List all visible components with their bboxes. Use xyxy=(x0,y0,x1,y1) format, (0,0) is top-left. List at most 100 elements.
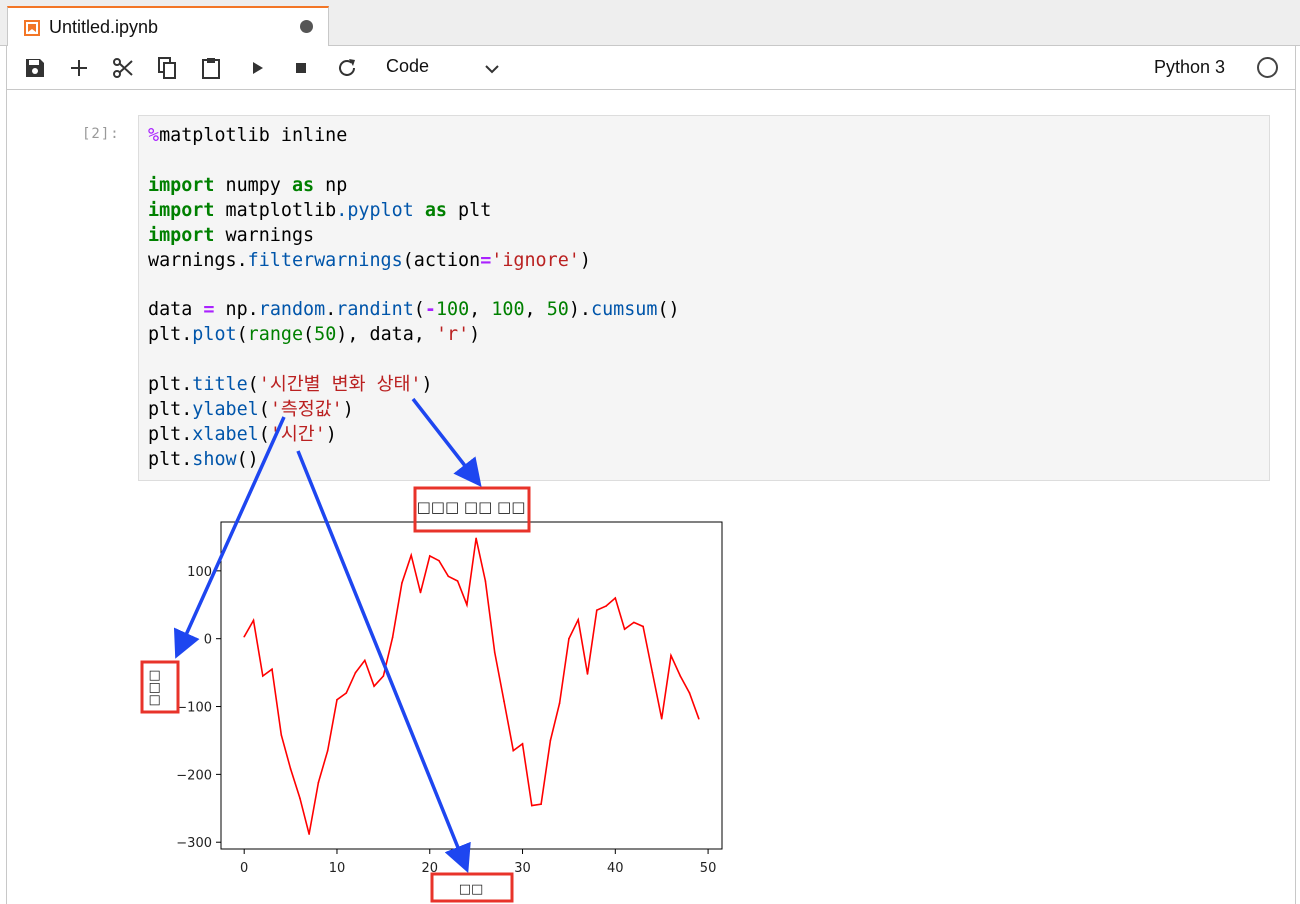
data-point xyxy=(243,635,245,638)
data-point xyxy=(595,609,598,611)
x-tick-label: 20 xyxy=(421,861,438,876)
data-point xyxy=(540,803,542,806)
data-point xyxy=(391,636,394,639)
data-point xyxy=(447,575,450,578)
data-point xyxy=(558,702,561,704)
x-tick-label: 30 xyxy=(514,861,531,876)
data-point xyxy=(568,637,570,640)
kernel-status-icon xyxy=(1257,57,1278,78)
unsaved-indicator-icon[interactable] xyxy=(300,20,313,33)
data-point xyxy=(670,654,672,657)
y-axis-ticks: 100 0 −100 −200 −300 xyxy=(176,565,221,851)
data-point xyxy=(326,749,329,752)
data-point xyxy=(299,797,301,799)
data-point xyxy=(531,804,533,807)
data-point xyxy=(271,668,273,671)
data-point xyxy=(605,605,607,607)
code-line-1: %matplotlib inline xyxy=(148,125,348,146)
x-tick-label: 50 xyxy=(700,861,717,876)
chevron-down-icon[interactable] xyxy=(483,60,501,78)
y-tick-label: −300 xyxy=(176,836,212,851)
save-icon xyxy=(26,59,44,77)
notebook-area xyxy=(6,90,1296,904)
x-tick-label: 40 xyxy=(607,861,624,876)
data-point xyxy=(261,675,264,677)
add-icon xyxy=(71,60,87,76)
y-axis-label: □□□ xyxy=(147,670,162,707)
data-point xyxy=(679,675,682,677)
chart-title: □□□ □□ □□ xyxy=(417,498,526,516)
tab-title: Untitled.ipynb xyxy=(49,17,159,37)
tab-bar: Untitled.ipynb xyxy=(0,0,1300,47)
x-axis-ticks: 0 10 20 30 40 50 xyxy=(240,849,716,876)
code-line-12: plt.ylabel('측정값') xyxy=(148,398,354,420)
data-point xyxy=(345,692,348,694)
data-point xyxy=(521,743,524,745)
y-tick-label: 0 xyxy=(204,633,212,648)
data-point xyxy=(317,781,320,784)
data-point xyxy=(642,625,644,628)
kernel-name[interactable]: Python 3 xyxy=(1154,57,1226,77)
paste-button[interactable] xyxy=(199,56,223,80)
code-line-3: import numpy as np xyxy=(148,174,348,196)
data-point xyxy=(428,555,431,557)
data-point xyxy=(354,671,357,674)
copy-button[interactable] xyxy=(155,56,179,80)
data-point xyxy=(688,692,691,694)
code-line-9: plt.plot(range(50), data, 'r') xyxy=(148,324,481,346)
data-point xyxy=(373,685,375,687)
x-axis-label: □□ xyxy=(459,882,484,897)
x-tick-label: 10 xyxy=(329,861,346,876)
data-point xyxy=(549,739,552,742)
paste-icon xyxy=(202,58,220,79)
copy-icon xyxy=(158,57,176,79)
cut-button[interactable] xyxy=(111,56,135,80)
data-point xyxy=(280,734,283,736)
x-tick-label: 0 xyxy=(240,861,248,876)
cell-type-select[interactable]: Code xyxy=(386,56,430,76)
data-point xyxy=(475,537,477,540)
stop-icon xyxy=(296,63,306,73)
data-point xyxy=(623,628,626,630)
code-line-4: import matplotlib.pyplot as plt xyxy=(148,199,492,221)
y-tick-label: −100 xyxy=(176,701,212,716)
code-line-5: import warnings xyxy=(148,224,315,246)
data-point xyxy=(698,717,700,720)
data-point xyxy=(364,659,366,662)
data-point xyxy=(577,618,579,621)
data-point xyxy=(660,717,663,720)
cut-icon xyxy=(113,58,133,78)
data-point xyxy=(336,698,338,701)
run-button[interactable] xyxy=(245,56,269,80)
data-point xyxy=(382,675,385,677)
data-point xyxy=(651,671,654,674)
data-point xyxy=(401,582,403,584)
data-point xyxy=(410,554,412,557)
notebook-icon xyxy=(24,20,40,36)
execution-count: [2]: xyxy=(82,126,120,142)
y-tick-label: −200 xyxy=(176,768,212,783)
data-point xyxy=(512,749,515,752)
tab-notebook[interactable]: Untitled.ipynb xyxy=(7,6,329,47)
data-point xyxy=(252,619,255,622)
data-point xyxy=(633,621,635,624)
restart-button[interactable] xyxy=(335,56,359,80)
add-cell-button[interactable] xyxy=(67,56,91,80)
code-line-6: warnings.filterwarnings(action='ignore') xyxy=(148,249,591,271)
data-point xyxy=(419,591,422,594)
notebook-toolbar: Code Python 3 xyxy=(6,46,1296,90)
code-line-8: data = np.random.randint(-100, 100, 50).… xyxy=(148,299,680,321)
save-button[interactable] xyxy=(23,56,47,80)
data-point xyxy=(289,768,292,770)
code-line-11: plt.title('시간별 변화 상태') xyxy=(148,374,433,396)
data-point xyxy=(503,700,505,702)
run-icon xyxy=(253,62,263,74)
data-point xyxy=(493,651,496,654)
y-tick-label: 100 xyxy=(187,565,212,580)
data-point xyxy=(484,580,487,582)
restart-icon xyxy=(339,59,355,76)
stop-button[interactable] xyxy=(289,56,313,80)
data-point xyxy=(438,559,440,562)
code-cell-editor[interactable]: %matplotlib inline import numpy as np im… xyxy=(138,115,1270,481)
